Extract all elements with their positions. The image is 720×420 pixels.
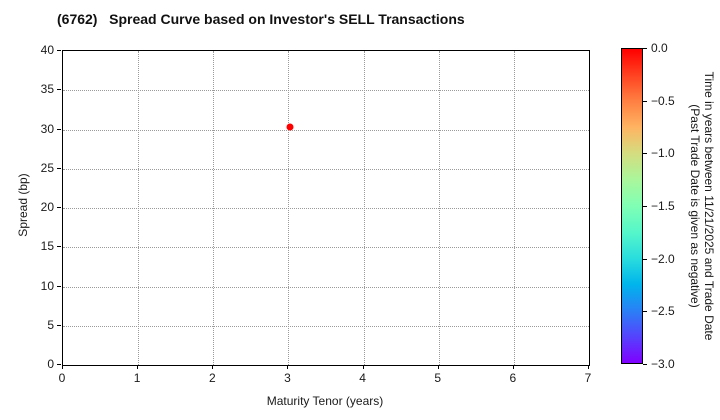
x-tick-label: 7: [584, 371, 592, 385]
y-tick-mark: [57, 50, 61, 51]
colorbar-tick-label: −0.5: [651, 93, 675, 108]
y-tick-mark: [57, 364, 61, 365]
y-tick-label: 25: [40, 160, 54, 175]
y-tick-mark: [57, 324, 61, 326]
x-tick-mark: [512, 365, 514, 369]
y-tick-label: 10: [40, 278, 54, 293]
x-tick-label: 6: [509, 371, 517, 385]
x-tick-mark: [137, 365, 139, 369]
colorbar-label: Time in years between 11/21/2025 and Tra…: [688, 41, 716, 371]
y-tick-mark: [57, 167, 61, 169]
colorbar-tick-mark: [643, 100, 647, 102]
colorbar-tick-mark: [643, 311, 647, 313]
colorbar-tick-label: −2.0: [651, 251, 675, 266]
x-tick-label: 4: [359, 371, 366, 385]
x-tick-label: 3: [284, 371, 291, 385]
colorbar-tick-mark: [643, 206, 647, 207]
y-gridline: [63, 208, 589, 209]
y-tick-label: 5: [47, 317, 54, 332]
x-tick-label: 2: [208, 371, 216, 385]
y-tick-mark: [57, 285, 61, 287]
x-tick-mark: [62, 365, 63, 369]
y-tick-mark: [57, 207, 61, 208]
colorbar-tick-label: 0.0: [651, 41, 668, 55]
colorbar-tick-mark: [643, 153, 647, 155]
y-gridline: [63, 129, 589, 131]
chart-title: (6762) Spread Curve based on Investor's …: [57, 11, 465, 27]
y-gridline: [63, 90, 589, 92]
y-tick-mark: [57, 128, 61, 130]
colorbar-label-line2: (Past Trade Date is given as negative): [688, 104, 702, 308]
y-gridline: [63, 168, 589, 170]
colorbar-tick-label: −2.5: [651, 304, 675, 319]
x-tick-mark: [437, 365, 439, 369]
y-gridline: [63, 247, 589, 249]
x-tick-mark: [588, 365, 589, 369]
colorbar-tick-mark: [643, 364, 647, 365]
y-gridline: [63, 325, 589, 327]
y-tick-mark: [57, 246, 61, 248]
y-tick-label: 35: [40, 82, 54, 97]
x-tick-mark: [362, 365, 364, 369]
colorbar-gradient: [621, 48, 643, 364]
y-tick-label: 0: [47, 357, 54, 371]
x-tick-mark: [212, 365, 214, 369]
colorbar-label-line1: Time in years between 11/21/2025 and Tra…: [702, 71, 716, 341]
colorbar-tick-mark: [643, 48, 647, 49]
y-tick-label: 20: [40, 200, 54, 214]
colorbar-tick-mark: [643, 258, 647, 260]
x-tick-label: 5: [434, 371, 442, 385]
y-tick-label: 15: [40, 239, 54, 254]
plot-area: [62, 50, 590, 366]
x-tick-mark: [287, 365, 289, 369]
colorbar-tick-label: −1.5: [651, 199, 675, 213]
y-tick-label: 40: [40, 43, 54, 57]
colorbar-tick-label: −1.0: [651, 146, 675, 161]
data-point: [286, 123, 294, 131]
x-tick-label: 1: [133, 371, 141, 385]
y-gridline: [63, 286, 589, 288]
y-tick-mark: [57, 89, 61, 91]
x-tick-label: 0: [58, 371, 66, 385]
colorbar-tick-label: −3.0: [651, 357, 675, 371]
x-axis-label: Maturity Tenor (years): [266, 394, 384, 408]
y-tick-label: 30: [40, 121, 54, 136]
